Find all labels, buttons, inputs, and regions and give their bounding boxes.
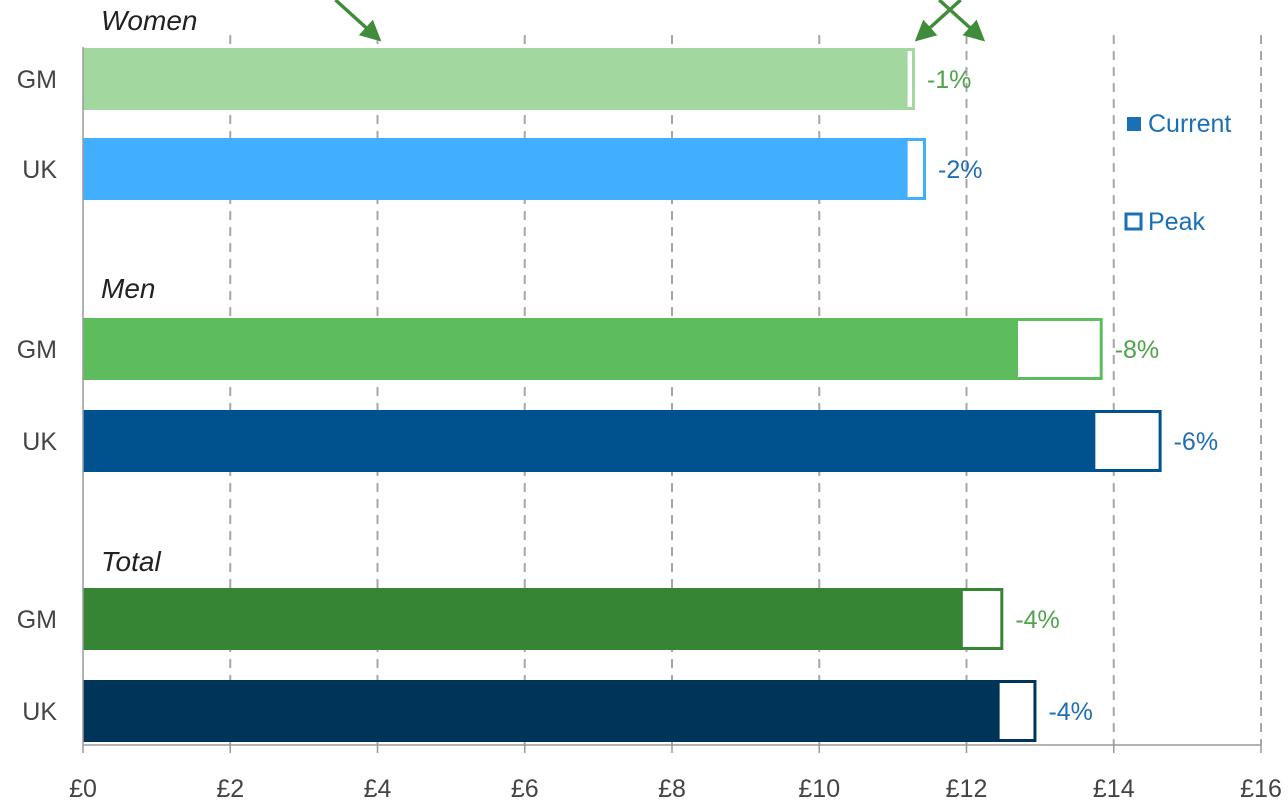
legend-current-marker	[1127, 117, 1141, 131]
current-bar	[83, 138, 908, 200]
group-label: Women	[101, 5, 197, 36]
current-bar	[83, 48, 908, 110]
x-tick-label: £2	[216, 775, 244, 803]
x-tick-label: £4	[364, 775, 392, 803]
x-tick-label: £0	[69, 775, 97, 803]
category-label: UK	[22, 428, 57, 456]
change-label: -4%	[1015, 606, 1059, 634]
current-bar	[83, 588, 963, 650]
x-axis: £0 £2 £4 £6 £8 £10 £12 £14 £16	[69, 47, 1282, 803]
x-tick-label: £14	[1093, 775, 1135, 803]
x-tick-label: £12	[946, 775, 988, 803]
x-tick-label: £16	[1240, 775, 1282, 803]
x-tick-label: £8	[658, 775, 686, 803]
labels: Women GM -1% UK -2% Men GM -8% UK -6% Total GM -4% UK…	[17, 5, 1218, 726]
category-label: UK	[22, 156, 57, 184]
legend-current-label: Current	[1148, 110, 1231, 138]
category-label: GM	[17, 336, 57, 364]
category-label: GM	[17, 606, 57, 634]
category-label: GM	[17, 66, 57, 94]
legend-peak-marker	[1124, 212, 1143, 231]
change-label: -6%	[1174, 428, 1218, 456]
annotations	[334, 0, 986, 42]
legend: Current Peak	[1124, 110, 1231, 236]
change-label: -2%	[938, 156, 982, 184]
change-label: -4%	[1048, 698, 1092, 726]
change-label: -8%	[1115, 336, 1159, 364]
x-tick-label: £10	[798, 775, 840, 803]
change-label: -1%	[927, 66, 971, 94]
group-label: Men	[101, 273, 155, 304]
bars	[83, 48, 1162, 742]
x-tick-label: £6	[511, 775, 539, 803]
annotation-arrow	[914, 0, 962, 42]
current-bar	[83, 410, 1096, 472]
legend-peak-label: Peak	[1148, 208, 1205, 236]
annotation-arrow	[334, 0, 382, 42]
category-label: UK	[22, 698, 57, 726]
group-label: Total	[101, 546, 161, 577]
current-bar	[83, 318, 1019, 380]
current-bar	[83, 680, 1000, 742]
annotation-arrow	[938, 0, 986, 42]
